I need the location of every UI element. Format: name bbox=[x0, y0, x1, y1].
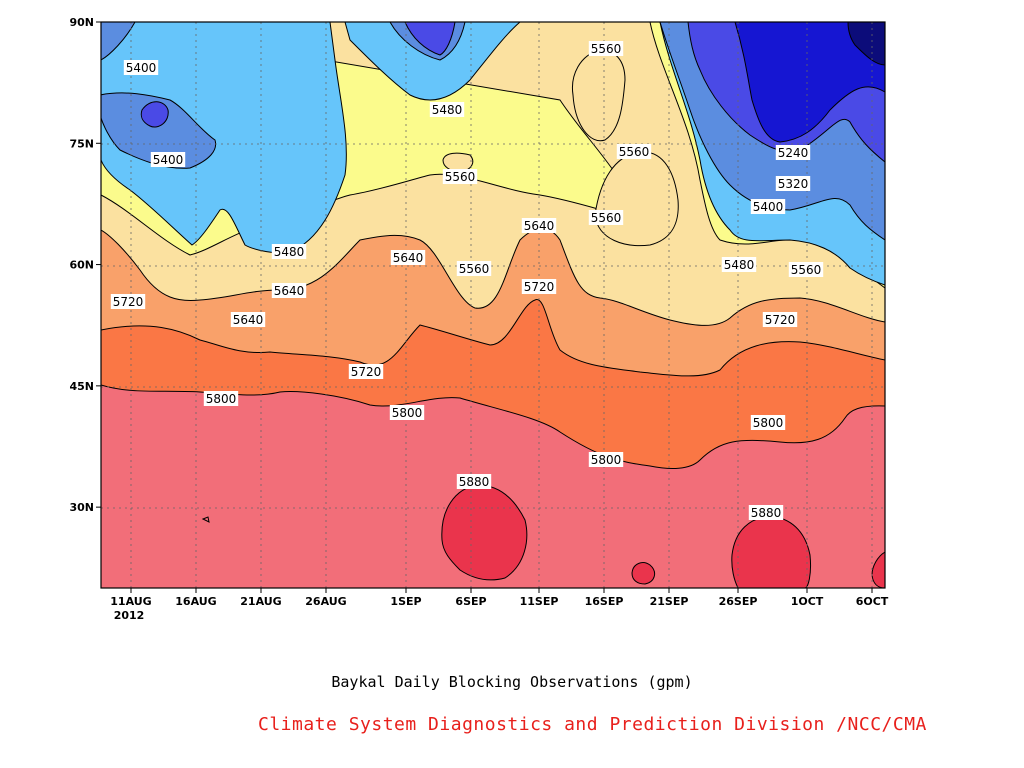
band-5240-5320 bbox=[140, 22, 885, 163]
band-5480-5560-top bbox=[344, 22, 521, 101]
band-5400-5480 bbox=[101, 22, 347, 254]
contour-label-bg bbox=[390, 250, 426, 265]
contour-label: 5880 bbox=[751, 506, 782, 520]
x-year-label: 2012 bbox=[114, 609, 145, 622]
x-tick-label: 11SEP bbox=[520, 595, 559, 608]
band-5560-pocket-1 bbox=[571, 49, 626, 142]
contour-label: 5640 bbox=[393, 251, 424, 265]
y-tick-label: 90N bbox=[69, 16, 94, 29]
band-5880-b bbox=[731, 515, 811, 588]
contour-label: 5720 bbox=[113, 295, 144, 309]
contour-label: 5400 bbox=[126, 61, 157, 75]
contour-label: 5560 bbox=[591, 42, 622, 56]
contour-label: 5400 bbox=[753, 200, 784, 214]
contour-label: 5800 bbox=[591, 453, 622, 467]
contour-label: 5640 bbox=[274, 284, 305, 298]
x-axis: 11AUG 16AUG 21AUG 26AUG 1SEP 6SEP 11SEP 16SEP 21… bbox=[110, 588, 889, 622]
x-tick-label: 26SEP bbox=[719, 595, 758, 608]
contour-label: 5560 bbox=[445, 170, 476, 184]
contour-label-bg bbox=[762, 312, 798, 327]
y-tick-label: 30N bbox=[69, 501, 94, 514]
contour-label-bg bbox=[748, 505, 784, 520]
contour-fills bbox=[101, 22, 885, 588]
contour-label: 5720 bbox=[351, 365, 382, 379]
y-axis: 30N 45N 60N 75N 90N bbox=[69, 16, 101, 514]
contour-label-bg bbox=[721, 257, 757, 272]
y-tick-label: 75N bbox=[69, 137, 94, 150]
contour-label-bg bbox=[616, 144, 652, 159]
contour-label-bg bbox=[588, 210, 624, 225]
contour-label-bg bbox=[588, 452, 624, 467]
contour-label-bg bbox=[110, 294, 146, 309]
x-tick-label: 1SEP bbox=[390, 595, 421, 608]
band-5880-c bbox=[631, 562, 656, 585]
contour-label: 5240 bbox=[778, 146, 809, 160]
x-tick-label: 6SEP bbox=[455, 595, 486, 608]
contour-label-bg bbox=[442, 169, 478, 184]
contour-label: 5640 bbox=[524, 219, 555, 233]
contour-label-bg bbox=[203, 391, 239, 406]
contour-label: 5800 bbox=[392, 406, 423, 420]
contour-label-bg bbox=[271, 283, 307, 298]
plot-frame bbox=[100, 21, 886, 589]
credit-text: Climate System Diagnostics and Predictio… bbox=[258, 714, 927, 735]
tiny-contour bbox=[201, 516, 210, 523]
contour-label: 5560 bbox=[791, 263, 822, 277]
contour-label-bg bbox=[123, 60, 159, 75]
x-tick-label: 16AUG bbox=[175, 595, 216, 608]
contour-label-bg bbox=[788, 262, 824, 277]
contour-label-bg bbox=[750, 415, 786, 430]
contour-label-bg bbox=[230, 312, 266, 327]
contour-label: 5400 bbox=[153, 153, 184, 167]
contour-label: 5880 bbox=[459, 475, 490, 489]
contour-label-bg bbox=[588, 41, 624, 56]
contour-label-bg bbox=[775, 176, 811, 191]
contour-label-bg bbox=[775, 145, 811, 160]
contour-label: 5800 bbox=[206, 392, 237, 406]
contour-label: 5720 bbox=[524, 280, 555, 294]
contour-label: 5560 bbox=[591, 211, 622, 225]
x-tick-label: 16SEP bbox=[585, 595, 624, 608]
x-tick-label: 21AUG bbox=[240, 595, 281, 608]
contour-chart: 5400 5400 5480 5560 5560 5560 5240 5320 5400 5480… bbox=[69, 16, 889, 622]
band-below-5240 bbox=[734, 22, 885, 143]
x-tick-label: 21SEP bbox=[650, 595, 689, 608]
contour-label-bg bbox=[389, 405, 425, 420]
contour-label-bg bbox=[750, 199, 786, 214]
contour-label: 5480 bbox=[724, 258, 755, 272]
contour-label: 5480 bbox=[432, 103, 463, 117]
contour-label-bg bbox=[150, 152, 186, 167]
x-tick-label: 1OCT bbox=[791, 595, 824, 608]
band-5320-5400 bbox=[101, 22, 885, 241]
contour-label: 5560 bbox=[619, 145, 650, 159]
contour-label-bg bbox=[271, 244, 307, 259]
y-tick-label: 45N bbox=[69, 380, 94, 393]
y-tick-label: 60N bbox=[69, 259, 94, 272]
x-tick-label: 26AUG bbox=[305, 595, 346, 608]
contour-label-bg bbox=[348, 364, 384, 379]
contour-label: 5640 bbox=[233, 313, 264, 327]
contour-labels: 5400 5400 5480 5560 5560 5560 5240 5320 5400 5480… bbox=[110, 41, 824, 520]
contour-label-bg bbox=[521, 218, 557, 233]
contour-label: 5800 bbox=[753, 416, 784, 430]
contour-label-bg bbox=[456, 474, 492, 489]
contour-label-bg bbox=[456, 261, 492, 276]
band-darkest bbox=[847, 22, 885, 66]
contour-label-bg bbox=[429, 102, 465, 117]
x-tick-label: 6OCT bbox=[856, 595, 889, 608]
contour-label: 5560 bbox=[459, 262, 490, 276]
band-5560-pocket-3 bbox=[442, 152, 474, 173]
contour-label: 5320 bbox=[778, 177, 809, 191]
contour-label-bg bbox=[521, 279, 557, 294]
x-tick-label: 11AUG bbox=[110, 595, 151, 608]
contour-label: 5480 bbox=[274, 245, 305, 259]
contour-label: 5720 bbox=[765, 313, 796, 327]
chart-title: Baykal Daily Blocking Observations (gpm) bbox=[331, 673, 693, 691]
